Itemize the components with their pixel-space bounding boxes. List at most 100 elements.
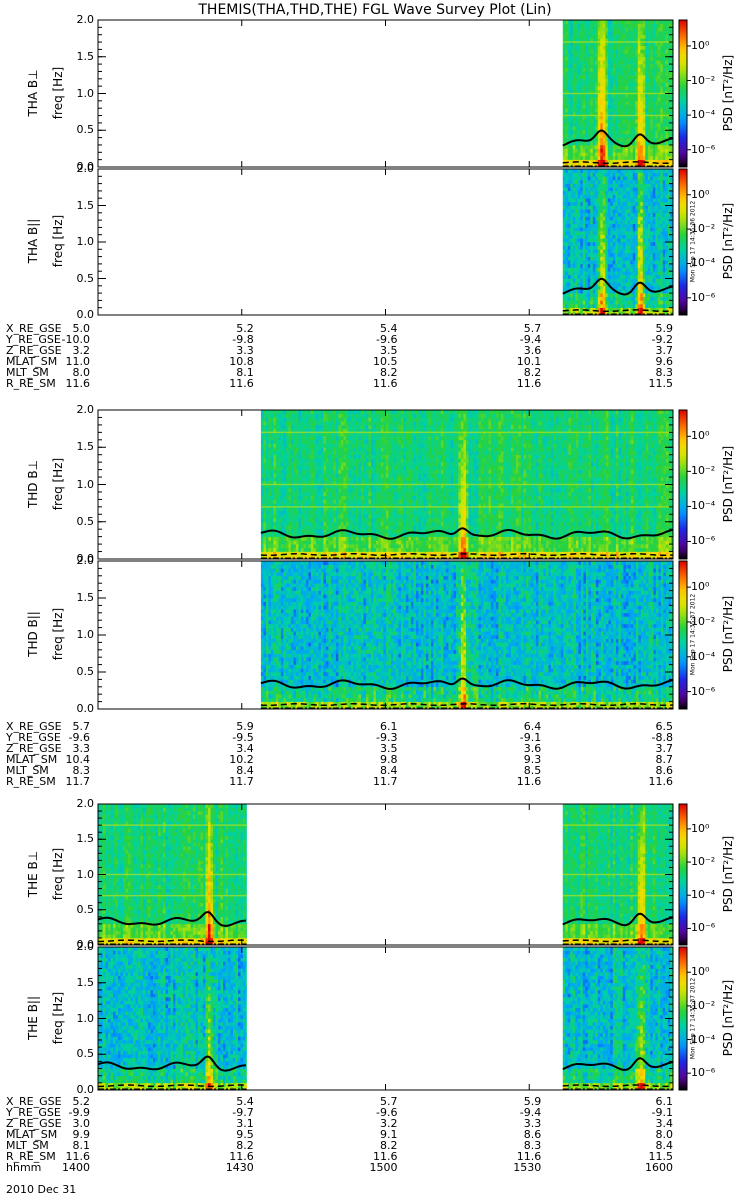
ephemeris-value: 5.9 [489, 1096, 542, 1107]
ephemeris-name: X_RE_GSE [6, 323, 62, 334]
ephemeris-value: -10.0 [50, 334, 90, 345]
colorbar-label: PSD [nT²/Hz] [721, 584, 735, 684]
freq-tick-label: 0.0 [68, 1084, 95, 1095]
ephemeris-value: 11.6 [621, 776, 674, 787]
ephemeris-value: 8.4 [621, 1140, 674, 1151]
ephemeris-value: 5.7 [50, 721, 91, 732]
colorbar-tick-label: 10⁰ [691, 581, 709, 592]
ephemeris-value: 10.2 [202, 754, 254, 765]
ephemeris-value: 8.1 [50, 1140, 91, 1151]
colorbar-tick-label: 10⁰ [691, 430, 709, 441]
panel-ylabel: THE B|| [26, 978, 40, 1058]
colorbar-tick-label: 10⁻⁶ [691, 144, 715, 155]
panel-freq-unit: freq [Hz] [51, 444, 65, 524]
freq-tick-label: 1.5 [68, 51, 95, 62]
ephemeris-value: 5.4 [346, 323, 398, 334]
the-panel-bpar [97, 946, 691, 1091]
ephemeris-value: -8.8 [621, 732, 673, 743]
ephemeris-value: 11.6 [346, 378, 398, 389]
ephemeris-value: 8.2 [489, 367, 542, 378]
ephemeris-value: 8.5 [489, 765, 542, 776]
ephemeris-value: 11.6 [50, 1151, 91, 1162]
ephemeris-row-z-re-gse: Z_RE_GSE 3.3 3.4 3.5 3.6 3.7 [0, 743, 750, 754]
ephemeris-value: 11.7 [202, 776, 254, 787]
panel-ylabel: THA B⊥ [26, 53, 40, 133]
timestamp-stamp: Mon Sep 17 14:35:37 2012 [690, 580, 697, 690]
ephemeris-value: 8.3 [50, 765, 91, 776]
ephemeris-value: 11.6 [489, 776, 542, 787]
freq-tick-label: 0.5 [68, 516, 95, 527]
ephemeris-value: 6.1 [346, 721, 398, 732]
ephemeris-value: 3.2 [50, 345, 91, 356]
freq-tick-label: 2.0 [68, 555, 95, 566]
ephemeris-value: 9.1 [346, 1129, 398, 1140]
freq-tick-label: 0.0 [68, 309, 95, 320]
ephemeris-name: X_RE_GSE [6, 1096, 62, 1107]
date-label: 2010 Dec 31 [6, 1184, 76, 1195]
ephemeris-value: 1430 [202, 1162, 254, 1173]
ephemeris-name: Y_RE_GSE [6, 1107, 61, 1118]
ephemeris-value: 3.6 [489, 345, 542, 356]
ephemeris-value: -9.4 [489, 334, 541, 345]
tha-panel-bpar [97, 168, 691, 316]
ephemeris-row-y-re-gse: Y_RE_GSE -9.6 -9.5 -9.3 -9.1 -8.8 [0, 732, 750, 743]
ephemeris-value: 3.3 [202, 345, 254, 356]
ephemeris-row-mlt-sm: MLT_SM 8.3 8.4 8.4 8.5 8.6 [0, 765, 750, 776]
ephemeris-row-x-re-gse: X_RE_GSE 5.7 5.9 6.1 6.4 6.5 [0, 721, 750, 732]
freq-tick-label: 0.5 [68, 1048, 95, 1059]
colorbar-tick-label: 10⁰ [691, 40, 709, 51]
ephemeris-name: X_RE_GSE [6, 721, 62, 732]
the-panel-bperp [97, 803, 691, 946]
ephemeris-value: 11.6 [50, 378, 91, 389]
ephemeris-value: 8.2 [346, 1140, 398, 1151]
ephemeris-value: 1400 [50, 1162, 90, 1173]
ephemeris-value: -9.8 [202, 334, 253, 345]
ephemeris-value: 11.7 [50, 776, 91, 787]
ephemeris-value: -9.2 [621, 334, 673, 345]
colorbar-tick-label: 10⁰ [691, 966, 709, 977]
ephemeris-value: 9.9 [50, 1129, 91, 1140]
panel-freq-unit: freq [Hz] [51, 594, 65, 674]
ephemeris-name: R_RE_SM [6, 776, 56, 787]
ephemeris-value: 3.3 [50, 743, 91, 754]
ephemeris-value: 5.7 [489, 323, 542, 334]
ephemeris-value: 11.6 [202, 1151, 254, 1162]
ephemeris-value: 3.5 [346, 743, 398, 754]
ephemeris-name: MLAT_SM [6, 356, 57, 367]
freq-tick-label: 2.0 [68, 798, 95, 809]
freq-tick-label: 2.0 [68, 14, 95, 25]
ephemeris-value: 3.7 [621, 743, 674, 754]
ephemeris-value: 5.7 [346, 1096, 398, 1107]
ephemeris-row-r-re-sm: R_RE_SM 11.6 11.6 11.6 11.6 11.5 [0, 378, 750, 389]
ephemeris-value: 3.5 [346, 345, 398, 356]
ephemeris-value: 8.3 [621, 367, 674, 378]
colorbar-tick-label: 10⁻⁶ [691, 292, 715, 303]
ephemeris-name: MLT_SM [6, 1140, 49, 1151]
chart-title: THEMIS(THA,THD,THE) FGL Wave Survey Plot… [0, 2, 750, 18]
ephemeris-value: -9.6 [346, 1107, 397, 1118]
ephemeris-value: -9.3 [346, 732, 397, 743]
ephemeris-value: 5.9 [202, 721, 254, 732]
ephemeris-row-z-re-gse: Z_RE_GSE 3.0 3.1 3.2 3.3 3.4 [0, 1118, 750, 1129]
ephemeris-value: -9.4 [489, 1107, 541, 1118]
ephemeris-name: Z_RE_GSE [6, 1118, 62, 1129]
ephemeris-value: 5.4 [202, 1096, 254, 1107]
ephemeris-value: -9.5 [202, 732, 253, 743]
ephemeris-value: 1600 [621, 1162, 673, 1173]
freq-tick-label: 2.0 [68, 163, 95, 174]
ephemeris-row-hhmm: hhmm 1400 1430 1500 1530 1600 [0, 1162, 750, 1173]
ephemeris-value: 3.1 [202, 1118, 254, 1129]
ephemeris-value: 3.7 [621, 345, 674, 356]
ephemeris-value: 8.6 [489, 1129, 542, 1140]
freq-tick-label: 1.5 [68, 200, 95, 211]
panel-ylabel: THA B|| [26, 201, 40, 281]
thd-panel-bperp [97, 409, 691, 560]
panel-freq-unit: freq [Hz] [51, 201, 65, 281]
ephemeris-value: 10.5 [346, 356, 398, 367]
ephemeris-name: MLT_SM [6, 765, 49, 776]
ephemeris-name: Y_RE_GSE [6, 334, 61, 345]
colorbar-tick-label: 10⁻² [691, 616, 715, 627]
ephemeris-name: Y_RE_GSE [6, 732, 61, 743]
ephemeris-value: -9.1 [621, 1107, 673, 1118]
ephemeris-value: 5.2 [50, 1096, 91, 1107]
